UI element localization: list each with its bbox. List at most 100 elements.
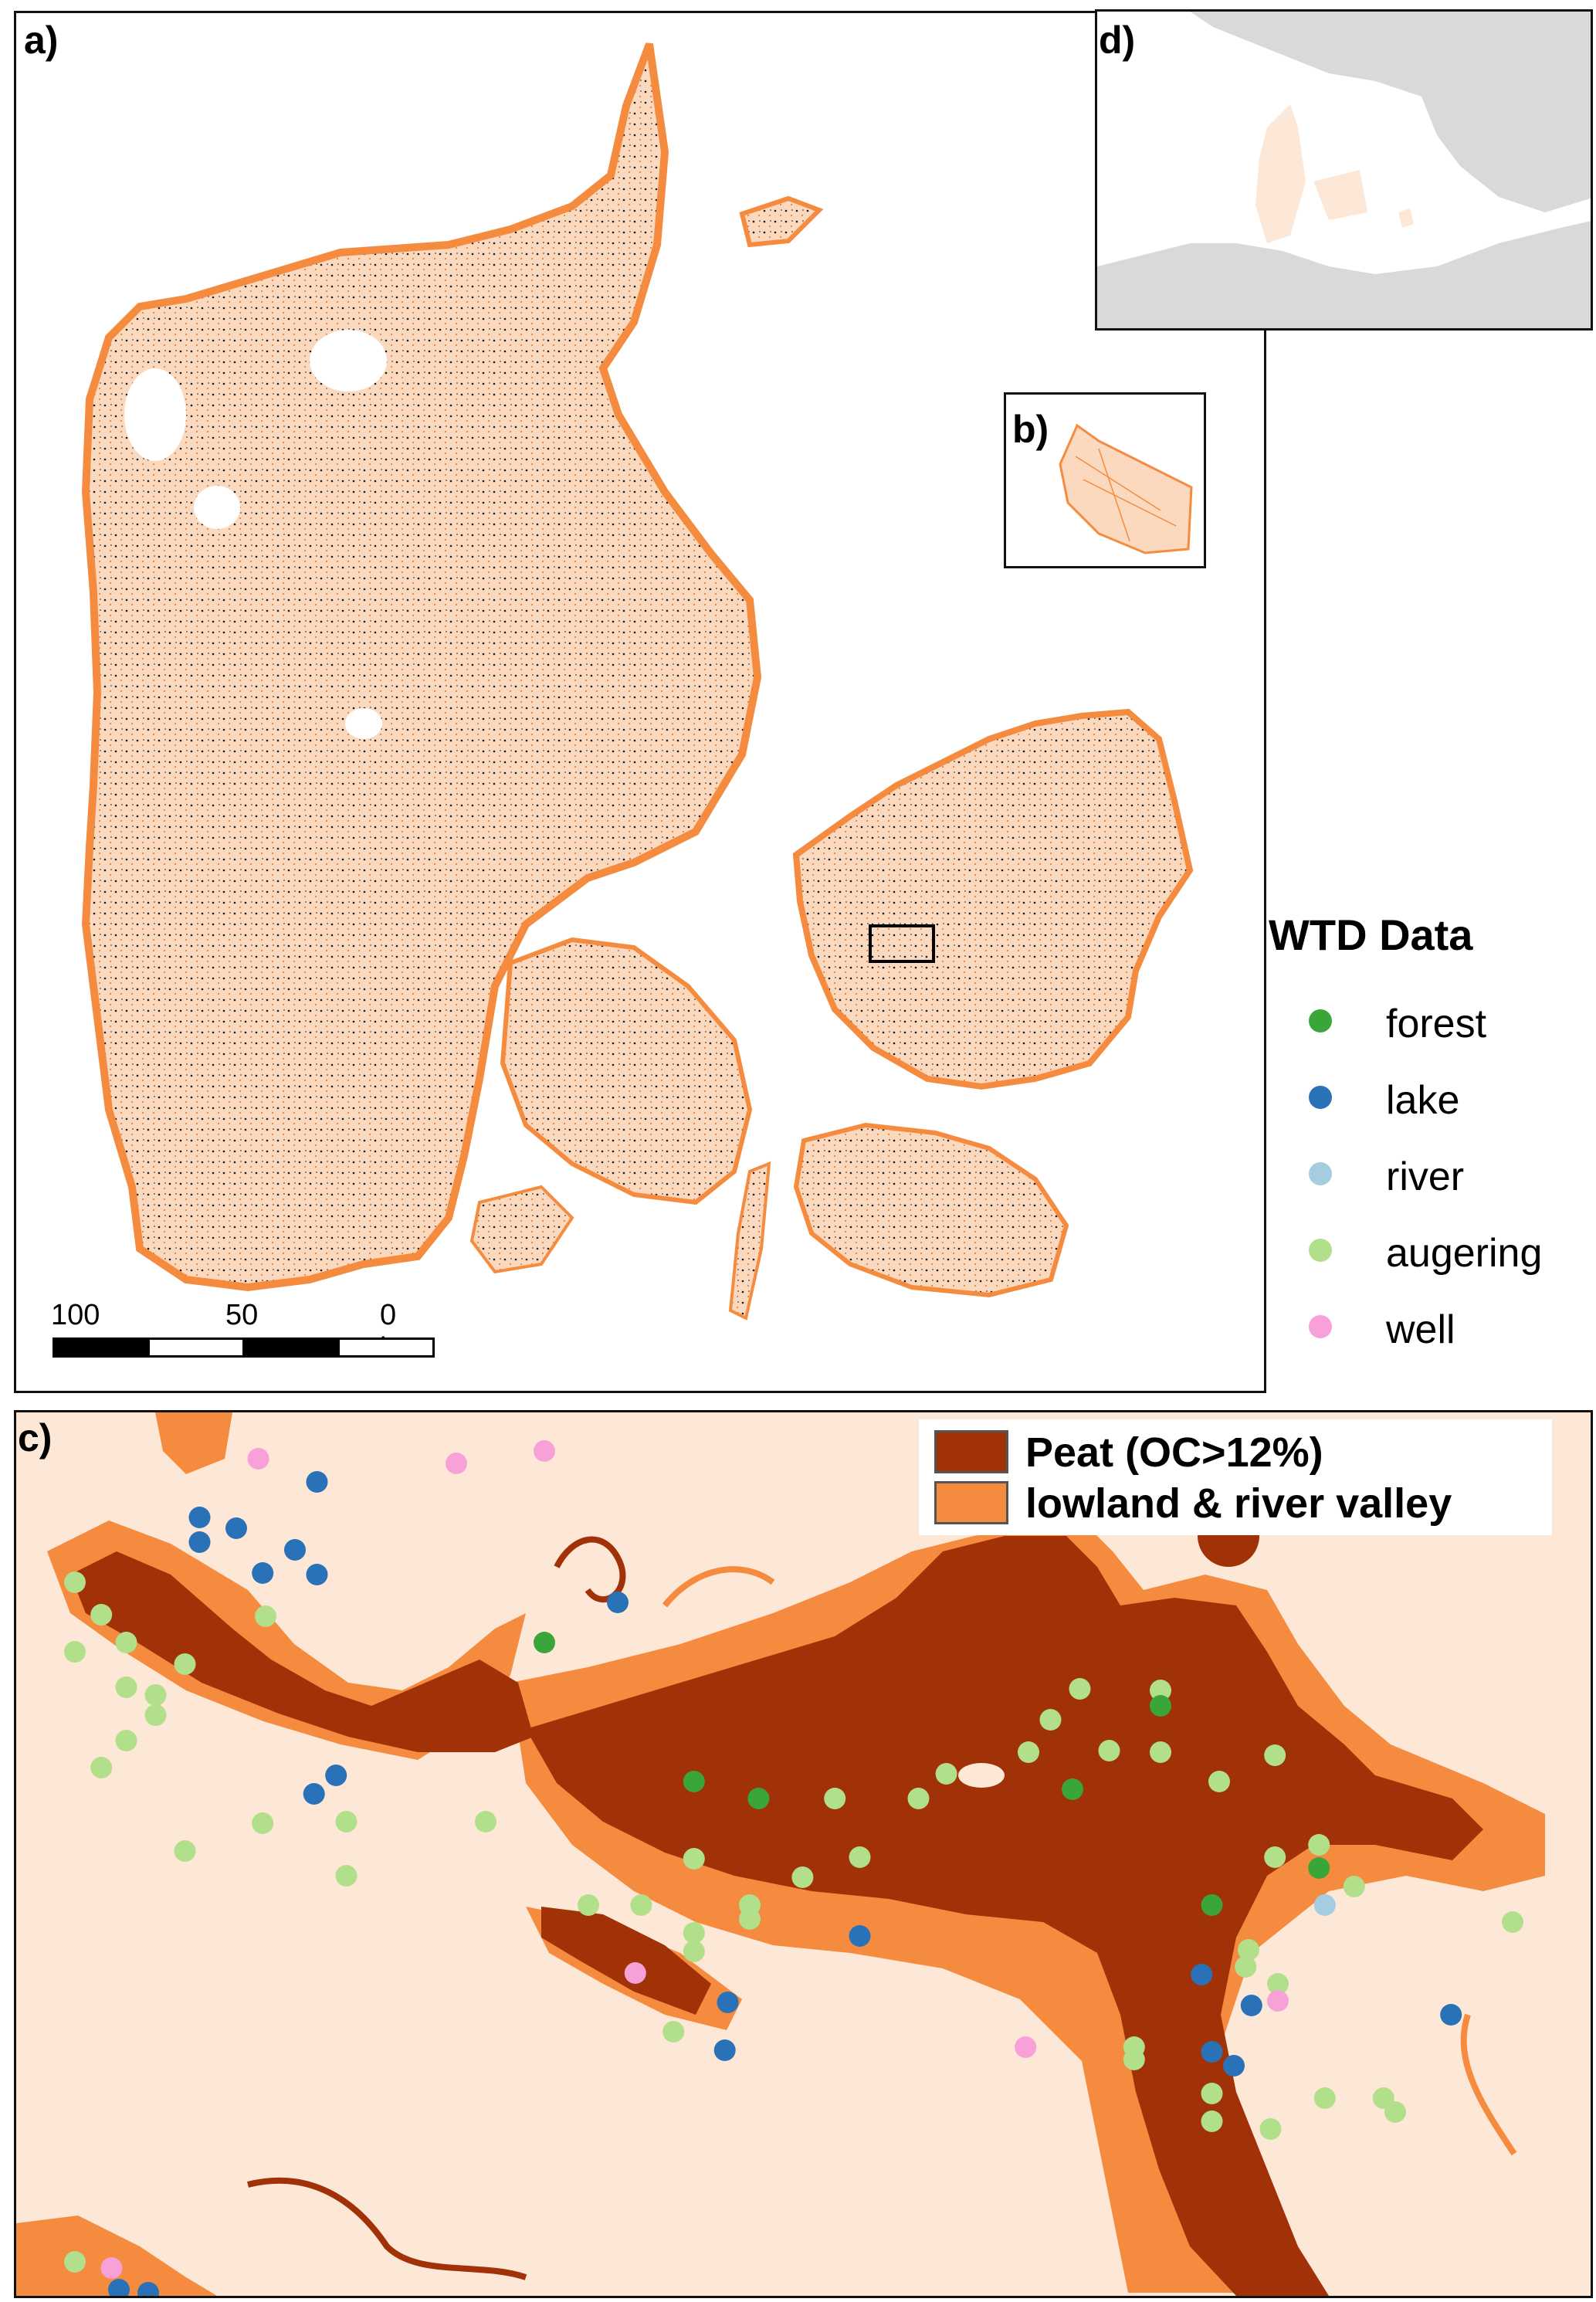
legend-dot-forest <box>1309 1009 1332 1032</box>
legend-label-well: well <box>1386 1307 1455 1352</box>
wtd-point-lake <box>717 1992 739 2013</box>
peat-legend-label: Peat (OC>12%) <box>1025 1429 1323 1476</box>
wtd-point-augering <box>144 1704 167 1726</box>
wtd-point-augering <box>935 1763 957 1785</box>
wtd-point-augering <box>90 1757 113 1778</box>
wtd-point-lake <box>607 1592 629 1613</box>
funen-landmass <box>500 937 753 1205</box>
wtd-point-augering <box>1308 1834 1330 1856</box>
wtd-point-augering <box>1235 1956 1257 1978</box>
wtd-point-augering <box>255 1605 276 1627</box>
legend-title: WTD Data <box>1269 910 1473 959</box>
wtd-point-lake <box>137 2282 159 2296</box>
wtd-point-augering <box>1098 1740 1120 1761</box>
island-langeland <box>728 1161 771 1321</box>
wtd-point-augering <box>824 1788 846 1809</box>
wtd-point-lake <box>108 2279 130 2296</box>
wtd-point-augering <box>1384 2101 1406 2123</box>
panel-c-label: c) <box>18 1416 53 1460</box>
bornholm-landmass <box>1059 423 1193 554</box>
wtd-point-lake <box>325 1765 347 1786</box>
wtd-point-augering <box>1123 2049 1145 2070</box>
wtd-point-lake <box>252 1562 274 1584</box>
wtd-point-augering <box>115 1632 137 1653</box>
wtd-point-augering <box>1201 2110 1223 2132</box>
wtd-point-lake <box>1440 2004 1462 2026</box>
lowland-stream <box>16 2216 217 2296</box>
wtd-point-augering <box>174 1653 196 1675</box>
panel-d-location-inset: d) <box>1095 9 1593 331</box>
jutland-landmass <box>81 42 762 1292</box>
panel-c-legend: Peat (OC>12%) lowland & river valley <box>919 1419 1552 1535</box>
wtd-point-lake <box>188 1507 211 1528</box>
location-svg <box>1097 12 1591 328</box>
study-area-box <box>869 924 935 963</box>
scale-segment-3 <box>242 1337 340 1358</box>
wtd-point-augering <box>739 1908 761 1930</box>
study-area-svg <box>16 1412 1591 2296</box>
wtd-point-augering <box>144 1684 167 1706</box>
scale-segment-2 <box>147 1337 245 1358</box>
wtd-point-well <box>1267 1990 1289 2012</box>
wtd-point-augering <box>1259 2118 1282 2140</box>
wtd-point-lake <box>284 1539 306 1561</box>
wtd-point-augering <box>683 1941 705 1962</box>
wtd-point-augering <box>630 1894 652 1916</box>
wtd-point-lake <box>1201 2041 1223 2063</box>
wtd-point-augering <box>1208 1771 1230 1792</box>
wtd-point-augering <box>90 1604 113 1626</box>
wtd-point-lake <box>306 1564 328 1585</box>
wtd-point-well <box>247 1448 269 1470</box>
wtd-point-forest <box>1201 1894 1223 1916</box>
wtd-point-augering <box>907 1788 930 1809</box>
wtd-point-augering <box>252 1812 274 1834</box>
legend-label-river: river <box>1386 1154 1465 1199</box>
scale-label-100: 100 <box>51 1299 100 1331</box>
lowland-north <box>155 1412 232 1474</box>
wtd-point-lake <box>303 1783 325 1805</box>
wtd-point-lake <box>225 1517 247 1539</box>
scale-segment-1 <box>53 1337 150 1358</box>
panel-c-study-area-map: c) <box>14 1410 1593 2298</box>
wtd-point-augering <box>683 1848 705 1870</box>
panel-d-label: d) <box>1099 19 1136 62</box>
wtd-point-augering <box>1267 1973 1289 1995</box>
continent-landmass <box>1097 221 1591 328</box>
legend-dot-well <box>1309 1315 1332 1338</box>
legend-dot-river <box>1309 1162 1332 1185</box>
bornholm-svg <box>1059 423 1193 554</box>
wtd-point-lake <box>188 1531 211 1553</box>
legend-label-augering: augering <box>1386 1231 1543 1276</box>
wtd-point-lake <box>1240 1995 1262 2016</box>
wtd-points-layer <box>64 1440 1523 2296</box>
wtd-point-augering <box>174 1840 196 1862</box>
wtd-point-augering <box>1264 1846 1286 1868</box>
wtd-point-augering <box>1343 1876 1365 1897</box>
denmark-map-svg <box>81 42 1194 1321</box>
wtd-point-lake <box>306 1471 328 1493</box>
legend-dot-lake <box>1309 1086 1332 1109</box>
wtd-point-augering <box>791 1866 814 1888</box>
panel-a-denmark-map: a) <box>14 11 1266 1393</box>
wtd-point-lake <box>1191 1964 1213 1985</box>
panel-b-bornholm-inset: b) <box>1004 392 1206 568</box>
wtd-point-lake <box>849 1925 871 1947</box>
lolland-falster-landmass <box>793 1122 1069 1298</box>
peat-swatch <box>934 1430 1008 1473</box>
wtd-point-augering <box>115 1676 137 1698</box>
wtd-point-well <box>624 1962 646 1984</box>
denmark-location <box>1255 104 1306 243</box>
wtd-point-augering <box>335 1811 357 1832</box>
wtd-point-augering <box>1201 2083 1223 2104</box>
wtd-point-augering <box>1018 1741 1039 1763</box>
wtd-point-augering <box>64 1641 86 1663</box>
wtd-point-forest <box>747 1788 770 1809</box>
wtd-point-augering <box>475 1811 496 1832</box>
legend-dot-augering <box>1309 1239 1332 1262</box>
scale-label-50: 50 <box>225 1299 259 1331</box>
wtd-point-augering <box>1039 1709 1062 1731</box>
wtd-point-forest <box>1062 1778 1083 1800</box>
scale-segment-4 <box>337 1337 435 1358</box>
wtd-point-augering <box>1264 1744 1286 1766</box>
scale-bar: 100 50 0 km <box>51 1299 437 1368</box>
